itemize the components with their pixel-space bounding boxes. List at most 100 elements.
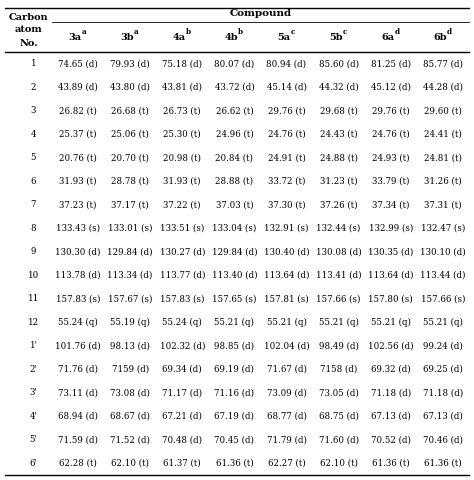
Text: 61.36 (t): 61.36 (t) bbox=[372, 459, 410, 468]
Text: 37.26 (t): 37.26 (t) bbox=[320, 200, 357, 209]
Text: 73.08 (d): 73.08 (d) bbox=[110, 388, 150, 397]
Text: 70.45 (d): 70.45 (d) bbox=[214, 435, 255, 444]
Text: 9: 9 bbox=[31, 247, 36, 256]
Text: 132.99 (s): 132.99 (s) bbox=[369, 224, 413, 233]
Text: 26.82 (t): 26.82 (t) bbox=[59, 106, 97, 115]
Text: 26.73 (t): 26.73 (t) bbox=[164, 106, 201, 115]
Text: 70.48 (d): 70.48 (d) bbox=[162, 435, 202, 444]
Text: 24.76 (t): 24.76 (t) bbox=[372, 130, 410, 139]
Text: 37.17 (t): 37.17 (t) bbox=[111, 200, 149, 209]
Text: 5': 5' bbox=[29, 435, 37, 444]
Text: 132.44 (s): 132.44 (s) bbox=[317, 224, 361, 233]
Text: 130.30 (d): 130.30 (d) bbox=[55, 247, 101, 256]
Text: 25.30 (t): 25.30 (t) bbox=[164, 130, 201, 139]
Text: 31.26 (t): 31.26 (t) bbox=[424, 177, 462, 186]
Text: 31.93 (t): 31.93 (t) bbox=[59, 177, 97, 186]
Text: 45.14 (d): 45.14 (d) bbox=[266, 83, 307, 92]
Text: 71.17 (d): 71.17 (d) bbox=[162, 388, 202, 397]
Text: 67.13 (d): 67.13 (d) bbox=[371, 412, 411, 421]
Text: 62.10 (t): 62.10 (t) bbox=[111, 459, 149, 468]
Text: 5: 5 bbox=[31, 153, 36, 162]
Text: a: a bbox=[134, 28, 139, 36]
Text: 71.16 (d): 71.16 (d) bbox=[214, 388, 255, 397]
Text: 157.81 (s): 157.81 (s) bbox=[264, 294, 309, 303]
Text: 130.35 (d): 130.35 (d) bbox=[368, 247, 413, 256]
Text: 37.23 (t): 37.23 (t) bbox=[59, 200, 97, 209]
Text: 25.37 (t): 25.37 (t) bbox=[59, 130, 97, 139]
Text: 69.34 (d): 69.34 (d) bbox=[163, 365, 202, 374]
Text: 2': 2' bbox=[29, 365, 37, 374]
Text: 4': 4' bbox=[29, 412, 37, 421]
Text: 43.80 (d): 43.80 (d) bbox=[110, 83, 150, 92]
Text: 130.40 (d): 130.40 (d) bbox=[264, 247, 310, 256]
Text: 157.66 (s): 157.66 (s) bbox=[317, 294, 361, 303]
Text: c: c bbox=[342, 28, 347, 36]
Text: 24.88 (t): 24.88 (t) bbox=[319, 153, 358, 162]
Text: 113.64 (d): 113.64 (d) bbox=[368, 271, 413, 280]
Text: 25.06 (t): 25.06 (t) bbox=[111, 130, 149, 139]
Text: d: d bbox=[447, 28, 452, 36]
Text: 70.52 (d): 70.52 (d) bbox=[371, 435, 411, 444]
Text: 5b: 5b bbox=[329, 33, 343, 41]
Text: 80.94 (d): 80.94 (d) bbox=[266, 59, 307, 68]
Text: 113.40 (d): 113.40 (d) bbox=[211, 271, 257, 280]
Text: 4b: 4b bbox=[225, 33, 238, 41]
Text: 71.67 (d): 71.67 (d) bbox=[266, 365, 307, 374]
Text: 113.64 (d): 113.64 (d) bbox=[264, 271, 310, 280]
Text: 44.32 (d): 44.32 (d) bbox=[319, 83, 358, 92]
Text: 45.12 (d): 45.12 (d) bbox=[371, 83, 411, 92]
Text: 7159 (d): 7159 (d) bbox=[111, 365, 149, 374]
Text: 133.01 (s): 133.01 (s) bbox=[108, 224, 153, 233]
Text: 71.52 (d): 71.52 (d) bbox=[110, 435, 150, 444]
Text: 55.19 (q): 55.19 (q) bbox=[110, 318, 150, 327]
Text: 98.49 (d): 98.49 (d) bbox=[319, 341, 359, 350]
Text: 29.76 (t): 29.76 (t) bbox=[268, 106, 305, 115]
Text: 71.79 (d): 71.79 (d) bbox=[266, 435, 307, 444]
Text: 20.84 (t): 20.84 (t) bbox=[216, 153, 254, 162]
Text: 71.76 (d): 71.76 (d) bbox=[58, 365, 98, 374]
Text: 157.67 (s): 157.67 (s) bbox=[108, 294, 153, 303]
Text: 71.60 (d): 71.60 (d) bbox=[319, 435, 359, 444]
Text: 55.21 (q): 55.21 (q) bbox=[266, 318, 307, 327]
Text: 61.36 (t): 61.36 (t) bbox=[216, 459, 253, 468]
Text: 8: 8 bbox=[31, 224, 36, 233]
Text: 61.36 (t): 61.36 (t) bbox=[424, 459, 462, 468]
Text: 12: 12 bbox=[28, 318, 39, 327]
Text: 20.70 (t): 20.70 (t) bbox=[111, 153, 149, 162]
Text: 85.60 (d): 85.60 (d) bbox=[319, 59, 359, 68]
Text: 37.31 (t): 37.31 (t) bbox=[424, 200, 462, 209]
Text: 99.24 (d): 99.24 (d) bbox=[423, 341, 463, 350]
Text: 133.04 (s): 133.04 (s) bbox=[212, 224, 256, 233]
Text: 101.76 (d): 101.76 (d) bbox=[55, 341, 101, 350]
Text: 55.24 (q): 55.24 (q) bbox=[58, 318, 98, 327]
Text: 3b: 3b bbox=[120, 33, 134, 41]
Text: 55.21 (q): 55.21 (q) bbox=[423, 318, 463, 327]
Text: 130.10 (d): 130.10 (d) bbox=[420, 247, 466, 256]
Text: 98.13 (d): 98.13 (d) bbox=[110, 341, 150, 350]
Text: 75.18 (d): 75.18 (d) bbox=[162, 59, 202, 68]
Text: 20.76 (t): 20.76 (t) bbox=[59, 153, 97, 162]
Text: 61.37 (t): 61.37 (t) bbox=[164, 459, 201, 468]
Text: 37.03 (t): 37.03 (t) bbox=[216, 200, 253, 209]
Text: 26.62 (t): 26.62 (t) bbox=[216, 106, 253, 115]
Text: 71.18 (d): 71.18 (d) bbox=[423, 388, 463, 397]
Text: d: d bbox=[394, 28, 400, 36]
Text: 43.81 (d): 43.81 (d) bbox=[162, 83, 202, 92]
Text: 3: 3 bbox=[31, 106, 36, 115]
Text: 68.94 (d): 68.94 (d) bbox=[58, 412, 98, 421]
Text: 129.84 (d): 129.84 (d) bbox=[211, 247, 257, 256]
Text: 3a: 3a bbox=[69, 33, 82, 41]
Text: 73.11 (d): 73.11 (d) bbox=[58, 388, 98, 397]
Text: 37.22 (t): 37.22 (t) bbox=[164, 200, 201, 209]
Text: 1: 1 bbox=[31, 59, 36, 68]
Text: 133.43 (s): 133.43 (s) bbox=[56, 224, 100, 233]
Text: 31.93 (t): 31.93 (t) bbox=[164, 177, 201, 186]
Text: 85.77 (d): 85.77 (d) bbox=[423, 59, 463, 68]
Text: b: b bbox=[186, 28, 191, 36]
Text: atom: atom bbox=[15, 25, 42, 35]
Text: 5a: 5a bbox=[277, 33, 290, 41]
Text: 68.77 (d): 68.77 (d) bbox=[266, 412, 307, 421]
Text: c: c bbox=[291, 28, 295, 36]
Text: 62.27 (t): 62.27 (t) bbox=[268, 459, 305, 468]
Text: 69.19 (d): 69.19 (d) bbox=[214, 365, 255, 374]
